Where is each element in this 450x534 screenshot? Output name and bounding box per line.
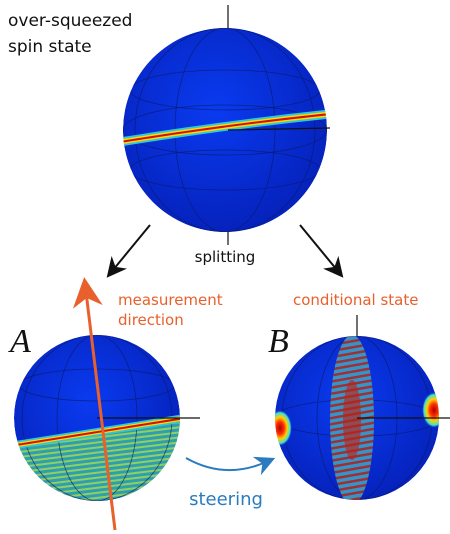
- sphere-top: [120, 28, 330, 232]
- arrow: [113, 225, 150, 270]
- caption: conditional state: [293, 291, 418, 309]
- sphere-b: [268, 335, 446, 505]
- title: spin state: [8, 37, 92, 57]
- steering-arrow: [186, 458, 266, 470]
- sphere-a: [10, 335, 185, 510]
- steering-label: steering: [189, 489, 263, 510]
- arrow: [300, 225, 337, 270]
- panel-label: B: [268, 323, 289, 360]
- diagram: over-squeezed spin state splitting A mea…: [0, 0, 450, 534]
- title: over-squeezed: [8, 11, 132, 31]
- panel-label: A: [8, 323, 31, 360]
- splitting-label: splitting: [195, 248, 256, 266]
- caption: direction: [118, 311, 184, 329]
- caption: measurement: [118, 291, 223, 309]
